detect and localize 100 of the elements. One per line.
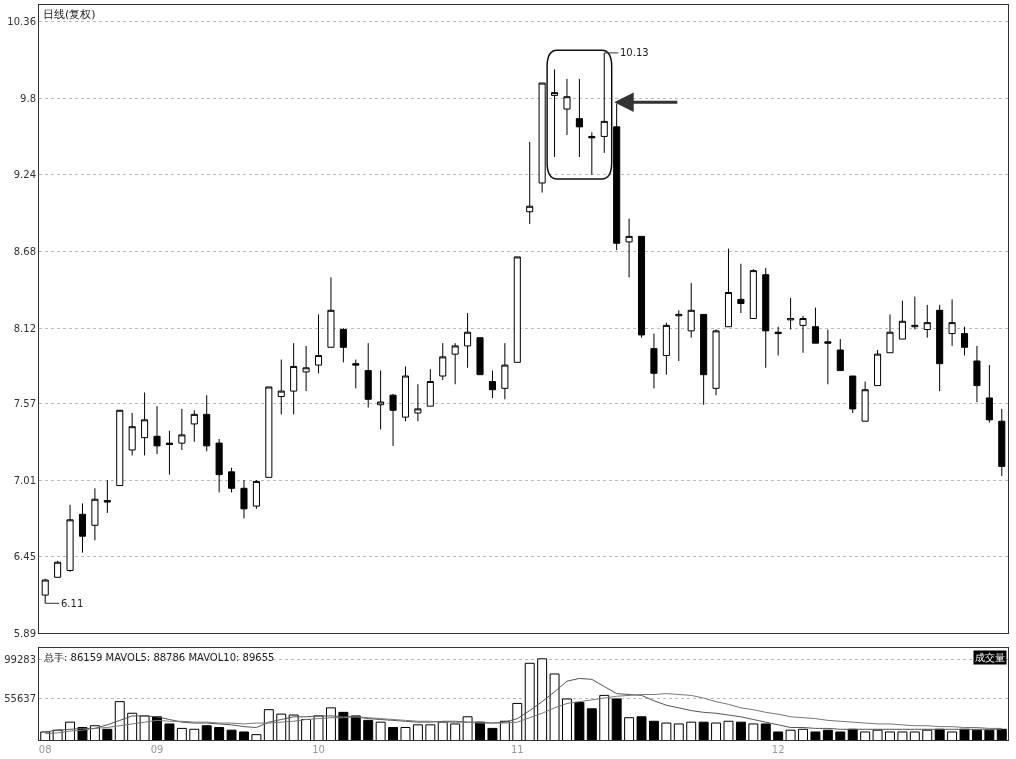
candlestick — [538, 82, 546, 194]
candlestick — [687, 282, 695, 339]
y-tick-label: 5.89 — [13, 627, 36, 639]
candlestick — [526, 141, 534, 225]
candlestick — [998, 408, 1006, 477]
candlestick — [252, 479, 260, 510]
candlestick — [91, 487, 99, 541]
candlestick — [215, 438, 223, 493]
candlestick — [600, 52, 608, 154]
line-series — [44, 693, 1003, 735]
candlestick — [401, 365, 410, 422]
candlestick — [54, 560, 62, 578]
candlestick — [551, 68, 559, 158]
candlestick — [675, 309, 683, 362]
annotation: 成交量 — [975, 652, 1005, 663]
candlestick — [861, 381, 869, 422]
candlestick — [811, 307, 819, 344]
candlestick — [700, 313, 708, 406]
candlestick — [141, 391, 149, 456]
y-tick-label: 9.8 — [20, 92, 36, 104]
candlestick — [575, 78, 583, 158]
candlestick — [973, 345, 981, 403]
candlestick — [513, 256, 521, 363]
candlestick — [762, 267, 770, 369]
candlestick — [66, 504, 74, 573]
candlestick — [588, 131, 596, 176]
candlestick — [265, 386, 273, 478]
candlestick — [277, 359, 285, 415]
candlestick — [352, 359, 360, 389]
annotation: 10.13 — [620, 47, 649, 58]
candlestick — [339, 327, 347, 363]
candlestick — [849, 375, 857, 414]
candlestick — [960, 326, 969, 356]
y-tick-label: 9.24 — [13, 169, 36, 181]
candlestick — [364, 342, 372, 409]
candlestick — [451, 342, 459, 385]
candlestick — [662, 322, 670, 376]
candlestick — [240, 479, 248, 519]
candlestick — [314, 313, 323, 374]
candlestick — [613, 103, 621, 251]
candlestick — [712, 328, 720, 396]
y-tick-label: 8.12 — [13, 322, 36, 334]
candlestick — [116, 409, 124, 487]
candlestick — [128, 412, 136, 456]
candlestick — [501, 342, 509, 400]
candlestick — [787, 297, 795, 330]
candlestick — [836, 338, 844, 372]
candlestick — [476, 337, 484, 376]
candlestick — [749, 268, 757, 320]
y-tick-label: 8.68 — [13, 245, 36, 257]
candlestick — [737, 263, 745, 314]
annotation: 6.11 — [61, 598, 84, 609]
annotation: 总手: 86159 MAVOL5: 88786 MAVOL10: 89655 — [43, 652, 275, 663]
candlestick — [911, 296, 919, 330]
candlestick — [724, 248, 733, 328]
y-tick-label: 7.57 — [13, 397, 36, 409]
x-tick-label: 11 — [510, 744, 524, 755]
candlestick — [874, 349, 882, 387]
candlestick — [923, 304, 931, 339]
candlestick — [936, 304, 944, 392]
candlestick — [190, 409, 198, 443]
candlestick — [302, 345, 310, 392]
candlestick — [439, 342, 447, 381]
candlestick — [898, 300, 906, 340]
candlestick — [203, 394, 211, 452]
x-tick-label: 09 — [150, 744, 164, 755]
y-tick-label: 10.36 — [7, 15, 36, 27]
candlestick — [327, 276, 335, 348]
candlestick — [799, 315, 807, 354]
x-tick-label: 12 — [771, 744, 785, 755]
candlestick — [228, 467, 236, 493]
candlestick — [886, 313, 894, 354]
line-series — [44, 677, 1003, 733]
candlestick — [153, 405, 161, 455]
candlestick — [178, 408, 186, 451]
chart-title: 日线(复权) — [43, 8, 96, 21]
candlestick — [41, 578, 49, 604]
candlestick — [103, 479, 111, 514]
candlestick — [165, 430, 173, 476]
candlestick — [650, 333, 658, 389]
candlestick — [948, 298, 956, 347]
candlestick — [377, 370, 385, 430]
x-tick-label: 08 — [38, 744, 52, 755]
candlestick — [985, 364, 993, 424]
candlestick — [625, 218, 633, 278]
candlestick — [774, 326, 782, 356]
candlestick — [824, 328, 832, 385]
candlestick — [637, 235, 646, 339]
x-tick-label: 10 — [312, 744, 325, 755]
candlestick — [389, 393, 397, 447]
y-tick-label: 7.01 — [13, 474, 36, 486]
candlestick — [563, 78, 571, 136]
candlestick — [78, 502, 87, 554]
y-tick-label: 6.45 — [13, 551, 36, 563]
candlestick — [426, 368, 434, 407]
candlestick — [290, 342, 298, 415]
y-tick-label: 55637 — [4, 692, 36, 704]
candlestick — [488, 370, 496, 399]
y-tick-label: 99283 — [4, 653, 36, 665]
candlestick — [464, 312, 472, 369]
